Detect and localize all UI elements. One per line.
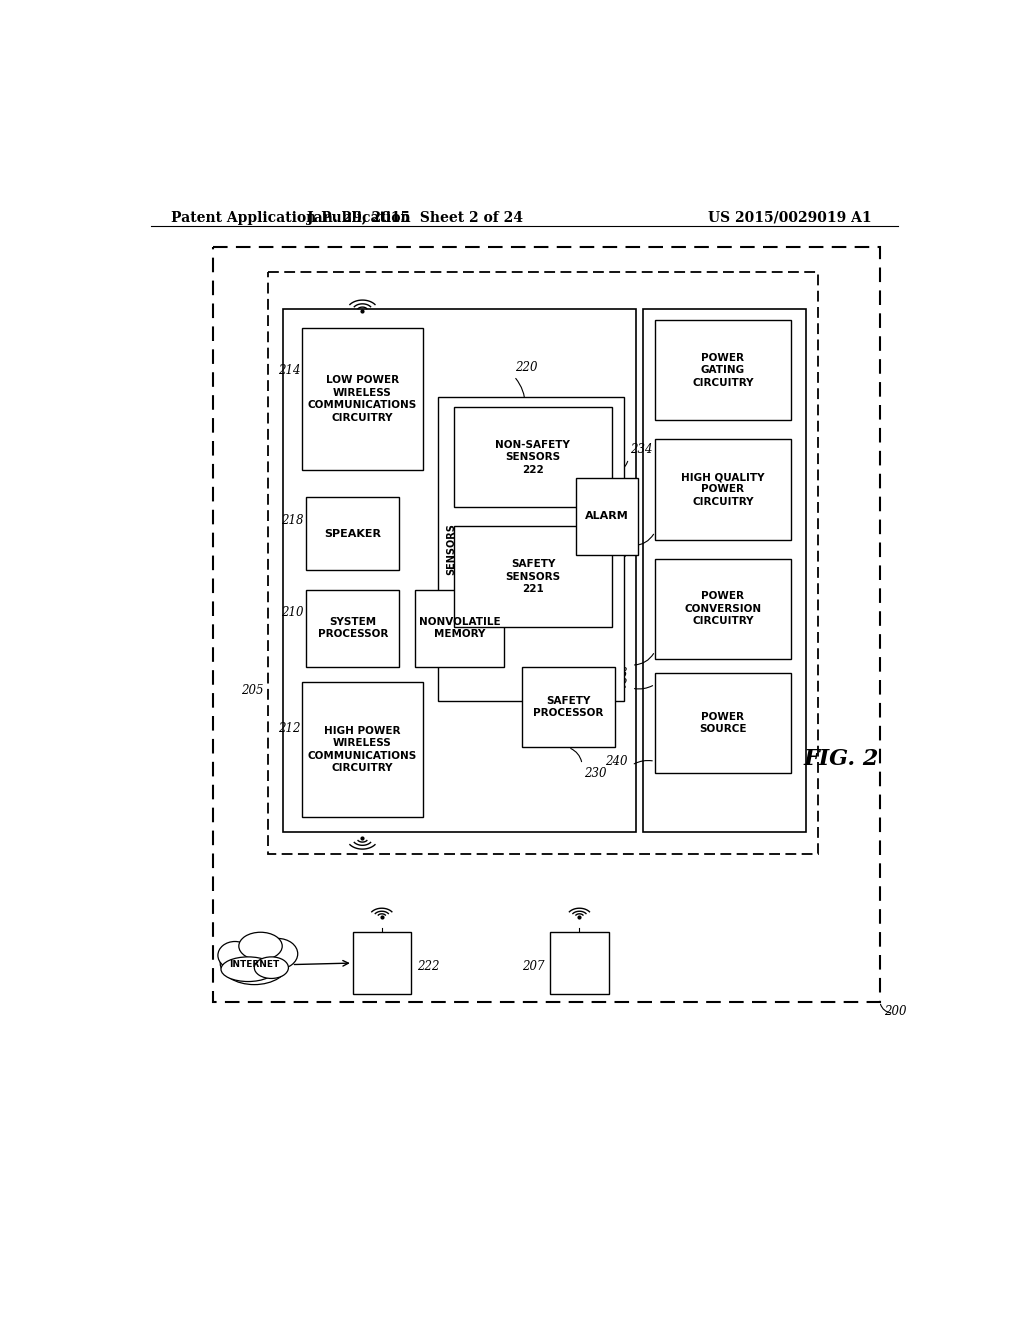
- Ellipse shape: [257, 939, 298, 969]
- Text: 222: 222: [417, 961, 439, 973]
- Text: 243: 243: [605, 667, 628, 680]
- Text: FIG. 2: FIG. 2: [803, 748, 879, 770]
- Text: SAFETY
PROCESSOR: SAFETY PROCESSOR: [534, 696, 603, 718]
- Ellipse shape: [221, 957, 275, 982]
- Text: 216: 216: [475, 689, 498, 702]
- Text: SYSTEM
PROCESSOR: SYSTEM PROCESSOR: [317, 616, 388, 639]
- Text: 210: 210: [282, 606, 304, 619]
- Bar: [302, 682, 423, 817]
- Text: 220: 220: [515, 360, 538, 374]
- Text: 218: 218: [282, 513, 304, 527]
- Ellipse shape: [254, 957, 289, 978]
- Text: ALARM: ALARM: [585, 511, 629, 521]
- Bar: [283, 309, 636, 832]
- Bar: [454, 407, 612, 507]
- Bar: [415, 590, 504, 667]
- Text: 200: 200: [884, 1006, 906, 1019]
- Text: NONVOLATILE
MEMORY: NONVOLATILE MEMORY: [419, 616, 500, 639]
- Text: 205: 205: [241, 685, 263, 697]
- Text: NON-SAFETY
SENSORS
222: NON-SAFETY SENSORS 222: [496, 440, 570, 475]
- Text: SPEAKER: SPEAKER: [325, 529, 381, 539]
- Bar: [306, 498, 399, 570]
- Text: 207: 207: [521, 961, 544, 973]
- Bar: [454, 527, 612, 627]
- Bar: [575, 478, 638, 554]
- Bar: [643, 309, 806, 832]
- Text: INTERNET: INTERNET: [229, 960, 280, 969]
- Text: HIGH POWER
WIRELESS
COMMUNICATIONS
CIRCUITRY: HIGH POWER WIRELESS COMMUNICATIONS CIRCU…: [308, 726, 417, 774]
- Text: LOW POWER
WIRELESS
COMMUNICATIONS
CIRCUITRY: LOW POWER WIRELESS COMMUNICATIONS CIRCUI…: [308, 375, 417, 422]
- Ellipse shape: [239, 932, 283, 960]
- Ellipse shape: [220, 941, 289, 985]
- Bar: [213, 247, 880, 1002]
- Bar: [306, 590, 399, 667]
- Bar: [655, 321, 791, 420]
- Text: 214: 214: [278, 363, 300, 376]
- Text: 242: 242: [605, 677, 628, 690]
- Text: POWER
CONVERSION
CIRCUITRY: POWER CONVERSION CIRCUITRY: [684, 591, 762, 626]
- Bar: [550, 932, 608, 994]
- Ellipse shape: [218, 941, 252, 969]
- Text: 234: 234: [630, 444, 652, 457]
- Text: POWER
GATING
CIRCUITRY: POWER GATING CIRCUITRY: [692, 352, 754, 388]
- Text: US 2015/0029019 A1: US 2015/0029019 A1: [709, 211, 872, 224]
- Bar: [302, 327, 423, 470]
- Text: Patent Application Publication: Patent Application Publication: [171, 211, 411, 224]
- Text: HIGH QUALITY
POWER
CIRCUITRY: HIGH QUALITY POWER CIRCUITRY: [681, 473, 765, 507]
- Text: POWER
SOURCE: POWER SOURCE: [699, 711, 746, 734]
- Text: 244: 244: [605, 548, 628, 560]
- Text: Jan. 29, 2015  Sheet 2 of 24: Jan. 29, 2015 Sheet 2 of 24: [307, 211, 522, 224]
- Bar: [655, 440, 791, 540]
- Bar: [655, 673, 791, 774]
- Text: SAFETY
SENSORS
221: SAFETY SENSORS 221: [506, 560, 560, 594]
- Bar: [438, 397, 624, 701]
- Bar: [267, 272, 818, 854]
- Text: 212: 212: [278, 722, 300, 735]
- Bar: [521, 667, 614, 747]
- Text: 240: 240: [605, 755, 628, 768]
- Text: 230: 230: [584, 767, 606, 780]
- Text: SENSORS: SENSORS: [446, 523, 456, 576]
- Bar: [352, 932, 411, 994]
- Bar: [655, 558, 791, 659]
